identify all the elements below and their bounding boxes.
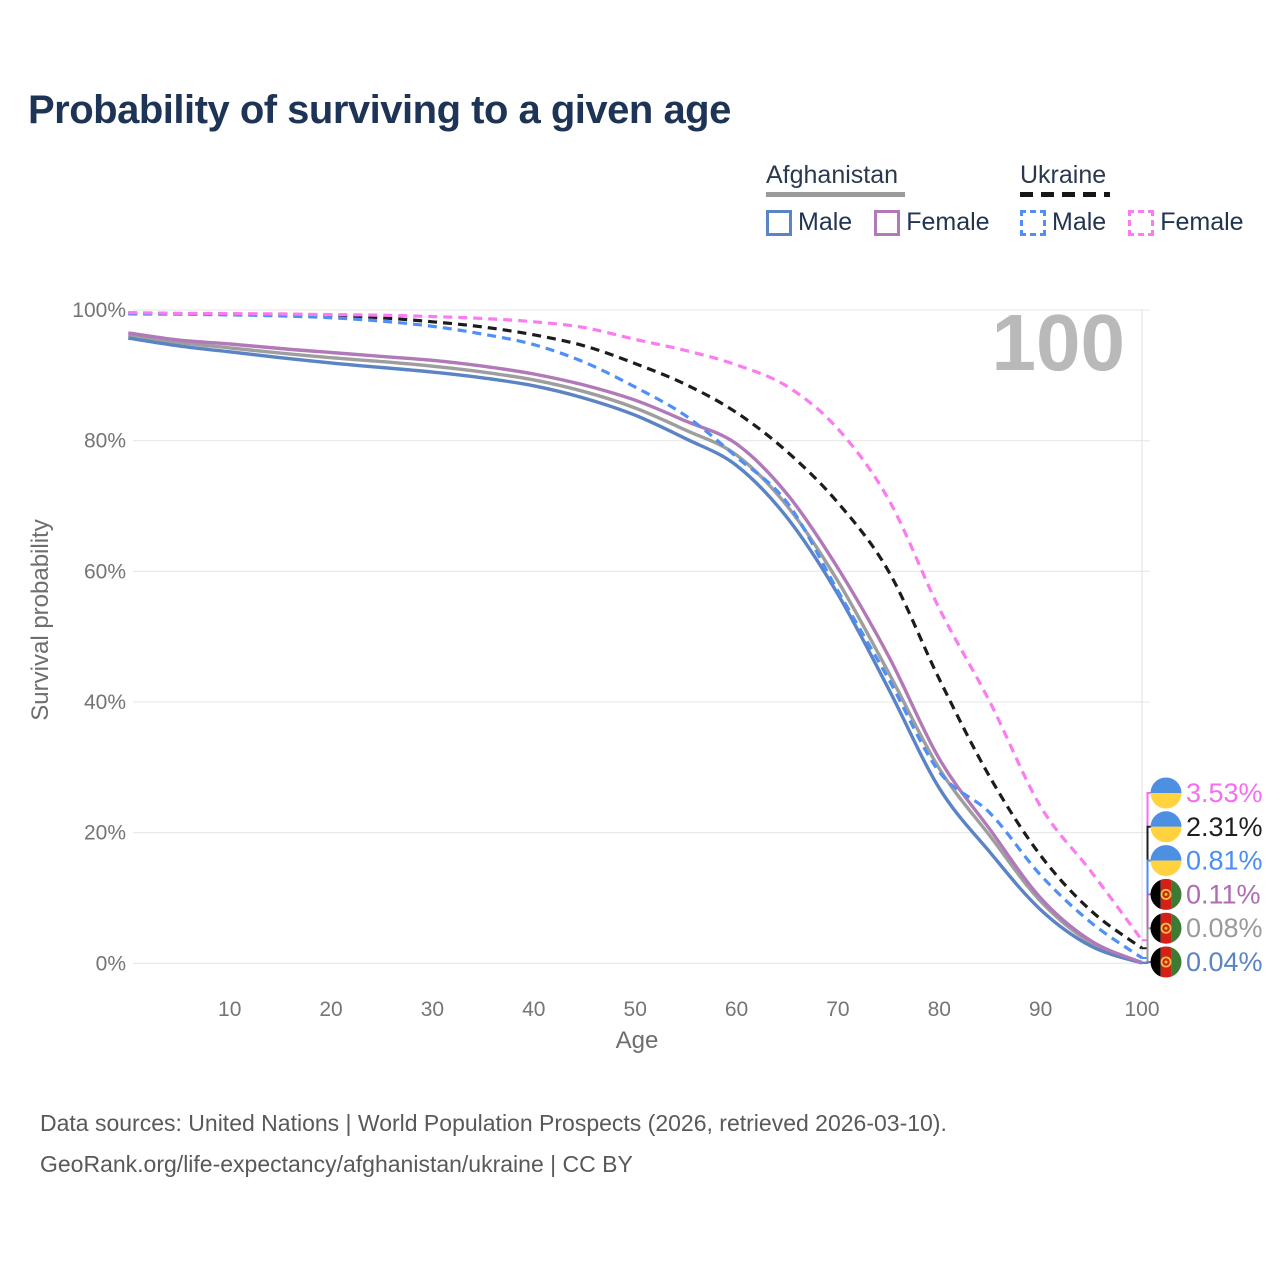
ukraine-male-checkbox[interactable] bbox=[1020, 209, 1046, 236]
x-tick-label: 50 bbox=[624, 998, 647, 1021]
x-tick-label: 60 bbox=[725, 998, 748, 1021]
flag-ukraine-icon bbox=[1150, 811, 1182, 843]
x-axis-tick-labels: 10 20 30 40 50 60 70 80 90 100 bbox=[218, 998, 1160, 1021]
end-label-afghanistan-both: 0.08% bbox=[1186, 913, 1263, 943]
legend-label: Female bbox=[906, 208, 990, 236]
end-label-afghanistan-male: 0.04% bbox=[1186, 947, 1263, 977]
curve-ukraine-male bbox=[128, 312, 1143, 960]
end-label-ukraine-male: 0.81% bbox=[1186, 846, 1263, 876]
y-tick-label: 0% bbox=[96, 952, 126, 975]
connector-line bbox=[1142, 961, 1152, 964]
legend-country-ukraine: Ukraine bbox=[1020, 161, 1107, 189]
attribution-text: GeoRank.org/life-expectancy/afghanistan/… bbox=[40, 1151, 633, 1177]
legend-item-ukraine-male: Male bbox=[1020, 208, 1106, 237]
age-watermark: 100 bbox=[992, 298, 1125, 387]
flag-ukraine-icon bbox=[1150, 845, 1182, 877]
flag-afghanistan-icon bbox=[1150, 912, 1182, 944]
x-tick-label: 40 bbox=[522, 998, 545, 1021]
flag-ukraine-icon bbox=[1150, 777, 1182, 809]
x-tick-label: 80 bbox=[928, 998, 951, 1021]
afghanistan-line-style-sample bbox=[766, 192, 905, 197]
ukraine-female-checkbox[interactable] bbox=[1128, 209, 1155, 236]
legend-group-ukraine: Ukraine Male Female bbox=[1020, 161, 1244, 237]
footer: Data sources: United Nations | World Pop… bbox=[40, 1103, 947, 1185]
legend-item-afghanistan-female: Female bbox=[874, 208, 990, 237]
legend-label: Female bbox=[1160, 208, 1244, 236]
data-sources-text: Data sources: United Nations | World Pop… bbox=[40, 1110, 947, 1136]
x-tick-label: 100 bbox=[1124, 998, 1159, 1021]
legend-item-afghanistan-male: Male bbox=[766, 208, 852, 237]
y-tick-label: 40% bbox=[84, 691, 126, 714]
x-tick-label: 70 bbox=[826, 998, 849, 1021]
end-label-afghanistan-female: 0.11% bbox=[1186, 879, 1261, 909]
y-tick-label: 60% bbox=[84, 560, 126, 583]
curve-ukraine-female bbox=[128, 311, 1144, 942]
afghanistan-female-checkbox[interactable] bbox=[874, 209, 901, 236]
afghanistan-male-checkbox[interactable] bbox=[766, 209, 792, 236]
curve-afghanistan-both bbox=[128, 333, 1143, 965]
curve-afghanistan-male bbox=[128, 336, 1143, 965]
legend-group-afghanistan: Afghanistan Male Female bbox=[766, 161, 990, 237]
flag-afghanistan-icon bbox=[1150, 878, 1182, 910]
gridlines bbox=[133, 309, 1150, 964]
y-tick-label: 20% bbox=[84, 822, 126, 845]
flag-afghanistan-icon bbox=[1150, 946, 1182, 978]
end-label-ukraine-both: 2.31% bbox=[1186, 812, 1263, 842]
y-axis-tick-labels: 0% 20% 40% 60% 80% 100% bbox=[72, 299, 126, 975]
y-tick-label: 100% bbox=[72, 299, 126, 322]
x-tick-label: 90 bbox=[1029, 998, 1052, 1021]
survival-curves bbox=[128, 311, 1144, 965]
x-axis-title: Age bbox=[616, 1027, 659, 1054]
y-tick-label: 80% bbox=[84, 430, 126, 453]
chart-title: Probability of surviving to a given age bbox=[28, 88, 731, 132]
legend-country-afghanistan: Afghanistan bbox=[766, 161, 899, 189]
curve-afghanistan-female bbox=[128, 331, 1143, 965]
x-tick-label: 10 bbox=[218, 998, 241, 1021]
legend-label: Male bbox=[1052, 208, 1107, 236]
x-tick-label: 30 bbox=[421, 998, 444, 1021]
x-tick-label: 20 bbox=[319, 998, 342, 1021]
legend-label: Male bbox=[798, 208, 853, 236]
end-label-ukraine-female: 3.53% bbox=[1186, 778, 1263, 808]
ukraine-line-style-sample bbox=[1020, 192, 1110, 197]
end-of-curve-labels: 3.53% 2.31% 0.81%0.11% 0.08% 0.04% bbox=[1142, 777, 1263, 978]
legend-item-ukraine-female: Female bbox=[1128, 208, 1244, 237]
y-axis-title: Survival probability bbox=[27, 519, 54, 720]
